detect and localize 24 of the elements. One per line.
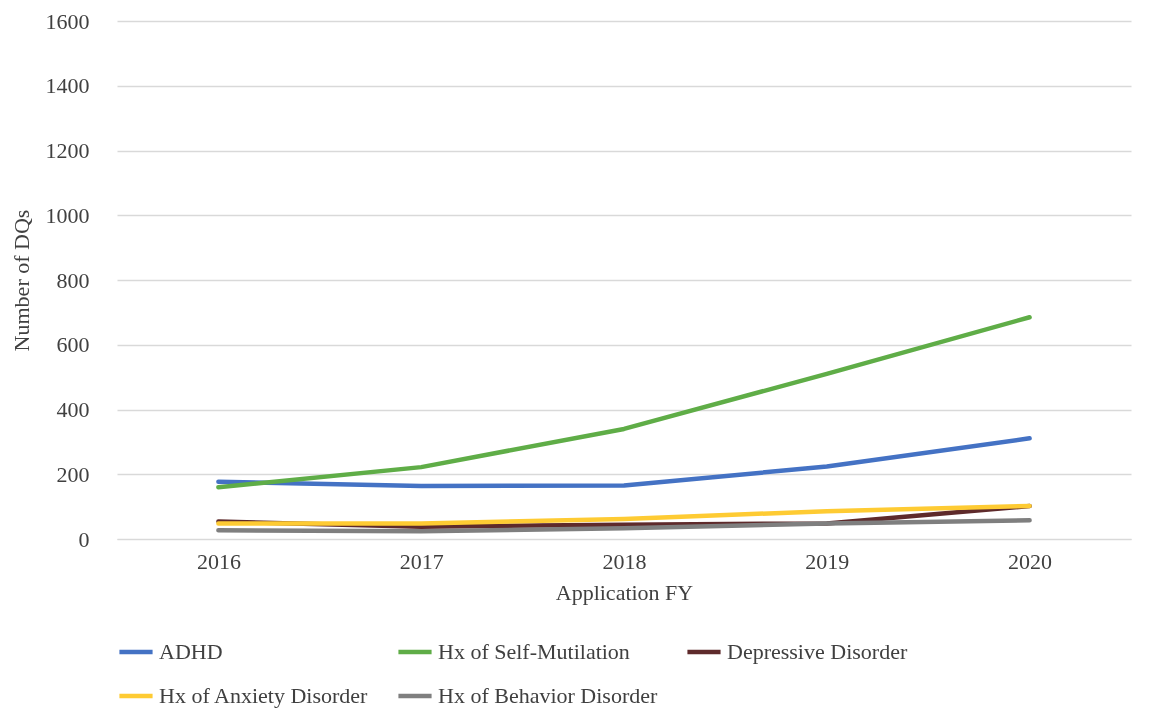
legend-label: ADHD	[159, 639, 223, 664]
y-tick-label: 400	[56, 397, 90, 422]
legend-label: Depressive Disorder	[727, 639, 908, 664]
y-tick-label: 1600	[45, 8, 90, 34]
y-axis-title: Number of DQs	[8, 209, 34, 352]
y-tick-label: 200	[56, 461, 90, 487]
y-tick-label: 800	[56, 267, 90, 293]
line-series	[216, 436, 1032, 489]
x-axis-title: Application FY	[555, 579, 694, 605]
y-tick-label: 600	[56, 332, 90, 358]
legend-label: Hx of Anxiety Disorder	[159, 683, 369, 708]
line-series	[216, 517, 1032, 534]
legend-label: Hx of Behavior Disorder	[438, 683, 659, 708]
y-tick-label: 1200	[45, 138, 90, 163]
y-tick-label: 0	[78, 526, 90, 552]
x-tick-label: 2016	[196, 548, 241, 574]
x-tick-label: 2017	[399, 548, 444, 574]
y-tick-label: 1400	[45, 73, 90, 99]
x-tick-label: 2019	[805, 548, 850, 574]
legend-label: Hx of Self-Mutilation	[438, 639, 630, 664]
y-tick-label: 1000	[45, 202, 90, 228]
x-tick-label: 2018	[602, 548, 647, 574]
x-tick-label: 2020	[1008, 548, 1053, 574]
line-series	[216, 314, 1032, 490]
